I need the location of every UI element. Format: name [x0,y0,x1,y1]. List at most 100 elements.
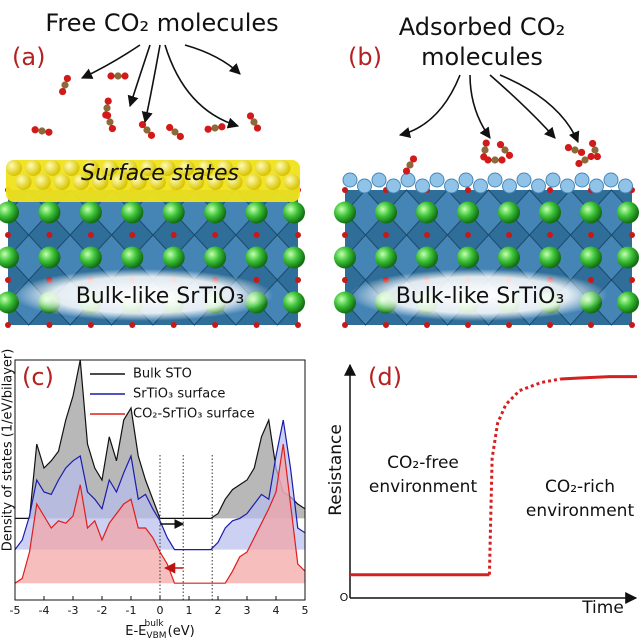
oxygen [253,232,260,238]
surface-ti [342,172,358,188]
x-label-part: bulk [145,619,165,629]
oxygen [342,187,348,193]
co2-o [176,132,184,141]
surface-atom [216,160,233,176]
oxygen [295,322,301,328]
x-tick-label: -4 [39,604,50,617]
arrow [184,44,241,75]
co2-o [575,159,583,168]
oxygen [424,232,430,238]
co2-c [103,104,111,112]
co2-o [59,87,67,96]
oxygen [588,277,594,283]
co2-o [482,139,490,147]
co2-c [591,146,599,154]
co2-c [114,72,122,80]
oxygen [212,322,219,328]
strontium [617,246,639,269]
strontium [283,291,305,314]
co2-c [61,81,69,89]
surface-atom [255,160,272,176]
surface-atom [149,174,166,190]
co2-c [581,156,589,164]
co2-c [571,146,579,154]
co2-c [491,156,499,164]
oxygen [424,322,430,328]
oxygen [588,322,594,328]
oxygen [465,322,471,328]
surface-atom [15,174,32,190]
surface-ti [516,172,532,188]
surface-ti [429,172,445,188]
co2-c [250,118,258,126]
strontium [539,201,561,224]
surface-atom [34,174,51,190]
strontium [79,246,102,269]
surface-atom [159,160,176,176]
surface-ti [574,172,590,188]
surface-atom [264,174,281,190]
strontium [245,201,268,224]
strontium [162,246,185,269]
oxygen [629,277,635,283]
arrow [499,74,580,144]
panel-d: Resistance Time O (d) CO₂-free environment CO₂… [326,363,638,618]
oxygen [129,322,136,328]
panel-title: Adsorbed CO₂ [399,13,565,41]
co2-o [218,123,226,131]
oxygen [383,232,389,238]
surface-atom [236,160,253,176]
y-axis-label: Resistance [326,424,346,516]
oxygen [383,322,389,328]
surface-ti [560,178,575,194]
arrow [398,74,461,138]
oxygen [295,232,301,238]
series-line [15,419,305,551]
oxygen [629,232,635,238]
surface-ti [444,178,459,194]
co2-o [104,97,112,105]
arrow [80,44,141,79]
panel-c: -5 -4 -3 -2 -1 0 1 2 3 4 5 E-EVBM bulk (eV) Density of… [1,349,309,640]
x-label-part: VBM [146,631,166,640]
strontium [283,246,305,269]
surface-label: Surface states [81,161,239,186]
surface-atom [25,160,42,176]
strontium [617,291,639,314]
strontium [334,246,356,269]
surface-ti [357,178,372,194]
glow [12,269,274,321]
oxygen [46,232,53,238]
surface-atom [111,174,128,190]
surface-atom [53,174,70,190]
co2-o [402,167,411,175]
x-tick-label: -3 [68,604,79,617]
co2-o [45,128,53,136]
arrow [164,44,240,129]
strontium [283,201,305,224]
bulk-label: Bulk-like SrTiO₃ [76,284,245,309]
co2-c [143,126,151,134]
x-tick-label: 1 [186,604,193,617]
oxygen [465,187,471,193]
annotation: environment [526,501,635,521]
co2-o [496,141,505,149]
bulk-label: Bulk-like SrTiO₃ [396,284,565,309]
surface-atom [121,160,138,176]
arrow [489,74,556,139]
x-axis-label: Time [581,598,624,618]
surface-ti [487,172,503,188]
y-axis-label: Density of states (1/eV/bilayer) [1,349,16,552]
surface-ti [400,172,416,188]
x-tick-label: -1 [126,604,137,617]
surface-ti [618,178,633,194]
co2-o [166,123,174,132]
co2-o [147,131,156,139]
co2-o [587,152,595,161]
panel-label: (a) [12,43,45,71]
strontium [334,201,356,224]
strontium [580,201,602,224]
strontium [457,201,479,224]
co2-o [204,125,212,133]
